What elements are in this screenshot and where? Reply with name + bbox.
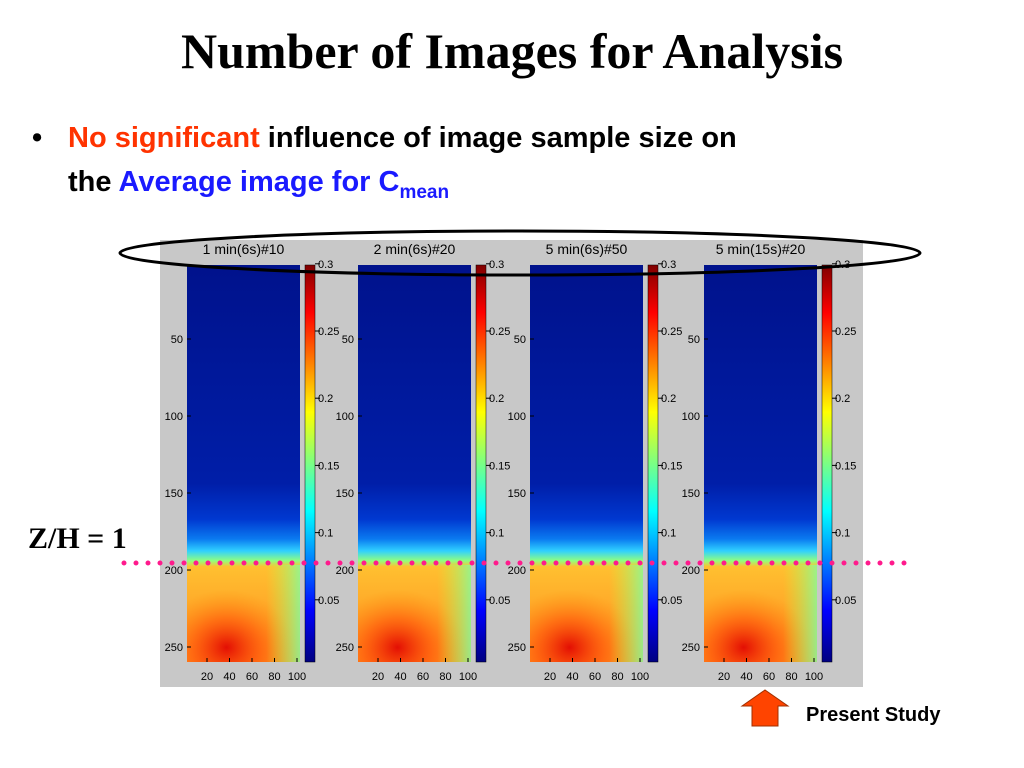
heatmap-edge: [358, 565, 471, 662]
y-tick-label: 250: [336, 642, 354, 654]
colorbar-tick-label: 0.2: [489, 393, 504, 405]
present-label: Present Study: [806, 704, 941, 726]
colorbar-tick-label: 0.2: [318, 393, 333, 405]
x-tick-label: 40: [566, 671, 578, 683]
colorbar-tick-label: 0.2: [661, 393, 676, 405]
colorbar: [475, 264, 487, 663]
x-tick-label: 60: [246, 671, 258, 683]
colorbar-tick-label: 0.25: [835, 326, 856, 338]
x-tick-label: 100: [631, 671, 649, 683]
y-tick-label: 100: [165, 411, 183, 423]
y-tick-label: 150: [336, 488, 354, 500]
heatmap-edge: [187, 565, 300, 662]
highlight: No significant: [68, 122, 260, 154]
y-tick-label: 250: [682, 642, 700, 654]
colorbar-tick-label: 0.3: [318, 259, 333, 271]
level-label: Z/H = 1: [28, 522, 127, 555]
panel-title: 1 min(6s)#10: [203, 241, 285, 257]
term-text: Average image for C: [118, 166, 400, 198]
colorbar-tick-label: 0.05: [318, 595, 339, 607]
colorbar-tick-label: 0.25: [661, 326, 682, 338]
colorbar-tick-label: 0.15: [661, 460, 682, 472]
colorbar: [304, 264, 316, 663]
colorbar: [647, 264, 659, 663]
y-tick-label: 50: [688, 334, 700, 346]
colorbar-tick-label: 0.25: [489, 326, 510, 338]
term: Average image for Cmean: [118, 166, 449, 203]
x-tick-label: 40: [223, 671, 235, 683]
y-tick-label: 250: [165, 642, 183, 654]
bullet-dot: •: [32, 122, 43, 154]
heatmap-edge: [530, 565, 643, 662]
x-tick-label: 60: [763, 671, 775, 683]
y-tick-label: 200: [682, 565, 700, 577]
colorbar-tick-label: 0.15: [835, 460, 856, 472]
colorbar-tick-label: 0.05: [835, 595, 856, 607]
x-tick-label: 40: [394, 671, 406, 683]
bullet: • No significant influence of image sampl…: [32, 116, 737, 215]
panel-title: 5 min(15s)#20: [716, 241, 806, 257]
colorbar-tick-label: 0.05: [489, 595, 510, 607]
x-tick-label: 20: [544, 671, 556, 683]
y-tick-label: 150: [682, 488, 700, 500]
bullet-text: the: [68, 166, 112, 198]
colorbar-tick-label: 0.1: [489, 528, 504, 540]
colorbar-tick-label: 0.2: [835, 393, 850, 405]
highlight-ellipse: [118, 229, 922, 277]
y-tick-label: 50: [342, 334, 354, 346]
x-tick-label: 20: [201, 671, 213, 683]
colorbar-tick-label: 0.15: [489, 460, 510, 472]
y-tick-label: 100: [508, 411, 526, 423]
x-tick-label: 80: [785, 671, 797, 683]
y-tick-label: 200: [165, 565, 183, 577]
y-tick-label: 200: [508, 565, 526, 577]
bullet-line: • No significant influence of image sampl…: [32, 116, 737, 160]
y-tick-label: 150: [165, 488, 183, 500]
y-tick-label: 100: [682, 411, 700, 423]
colorbar-tick-label: 0.25: [318, 326, 339, 338]
bullet-text: influence of image sample size on: [267, 122, 737, 154]
y-tick-label: 50: [171, 334, 183, 346]
colorbar-tick-label: 0.3: [489, 259, 504, 271]
x-tick-label: 100: [805, 671, 823, 683]
colorbar-tick-label: 0.1: [318, 528, 333, 540]
y-tick-label: 250: [508, 642, 526, 654]
panel-title: 2 min(6s)#20: [374, 241, 456, 257]
x-tick-label: 60: [417, 671, 429, 683]
x-tick-label: 60: [589, 671, 601, 683]
y-tick-label: 50: [514, 334, 526, 346]
y-tick-label: 100: [336, 411, 354, 423]
x-tick-label: 40: [740, 671, 752, 683]
y-tick-label: 200: [336, 565, 354, 577]
x-tick-label: 20: [718, 671, 730, 683]
panel-title: 5 min(6s)#50: [546, 241, 628, 257]
y-tick-label: 150: [508, 488, 526, 500]
bullet-line: the Average image for Cmean: [32, 160, 737, 215]
slide-title: Number of Images for Analysis: [180, 23, 844, 79]
colorbar-tick-label: 0.1: [661, 528, 676, 540]
colorbar: [821, 264, 833, 663]
x-tick-label: 100: [459, 671, 477, 683]
x-tick-label: 100: [288, 671, 306, 683]
colorbar-tick-label: 0.3: [661, 259, 676, 271]
x-tick-label: 80: [439, 671, 451, 683]
x-tick-label: 80: [268, 671, 280, 683]
heatmap-edge: [704, 565, 817, 662]
colorbar-tick-label: 0.1: [835, 528, 850, 540]
x-tick-label: 80: [611, 671, 623, 683]
arrow: [740, 689, 790, 727]
colorbar-tick-label: 0.15: [318, 460, 339, 472]
subscript: mean: [399, 181, 450, 203]
x-tick-label: 20: [372, 671, 384, 683]
colorbar-tick-label: 0.05: [661, 595, 682, 607]
